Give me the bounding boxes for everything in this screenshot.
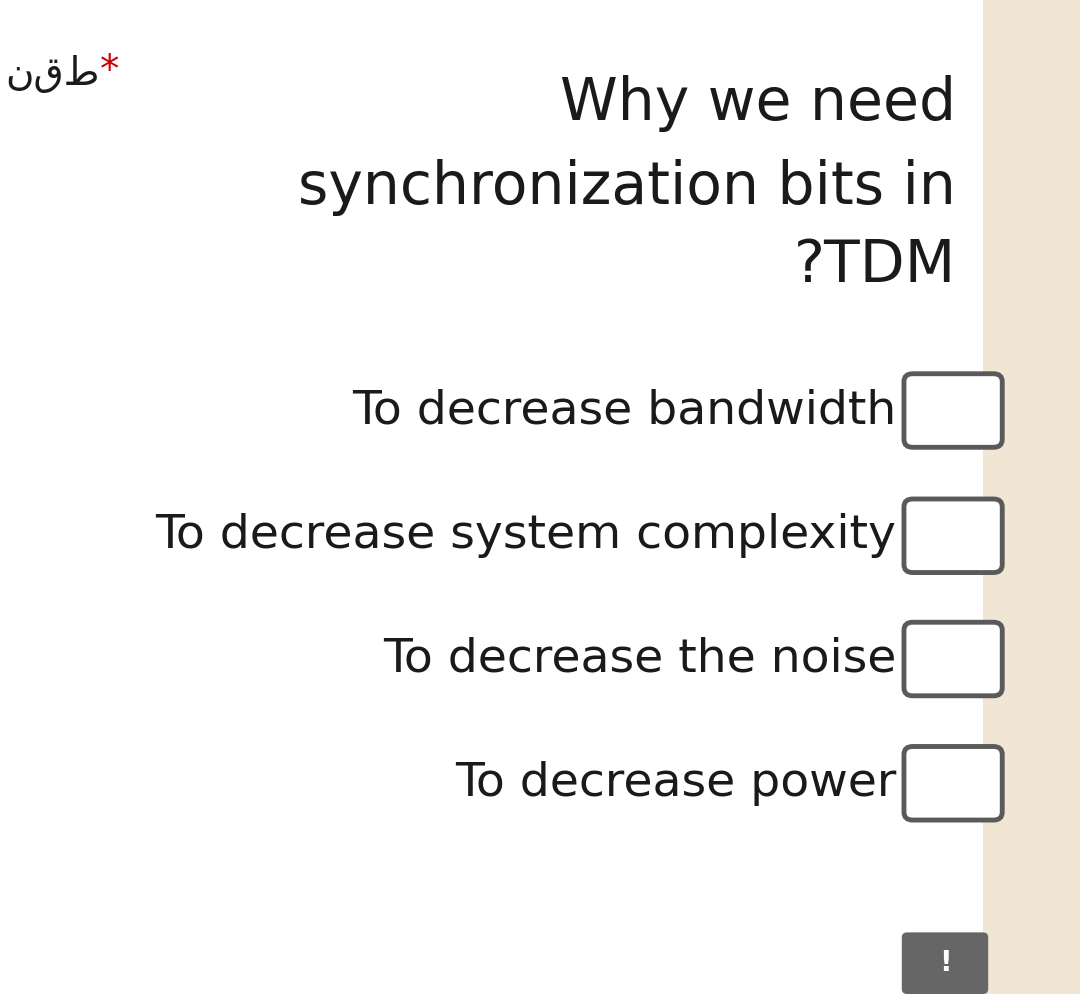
Text: !: ! <box>939 949 951 977</box>
FancyBboxPatch shape <box>902 932 988 994</box>
Text: To decrease power: To decrease power <box>455 760 896 806</box>
Text: نقط: نقط <box>5 55 100 92</box>
FancyBboxPatch shape <box>904 622 1002 696</box>
FancyBboxPatch shape <box>904 374 1002 447</box>
Text: Why we need: Why we need <box>559 75 956 131</box>
Text: To decrease the noise: To decrease the noise <box>383 636 896 682</box>
Text: To decrease system complexity: To decrease system complexity <box>156 513 896 559</box>
Text: *: * <box>99 52 119 89</box>
Text: To decrease bandwidth: To decrease bandwidth <box>352 388 896 433</box>
Text: ?TDM: ?TDM <box>794 237 956 293</box>
FancyBboxPatch shape <box>983 0 1080 994</box>
FancyBboxPatch shape <box>904 746 1002 820</box>
FancyBboxPatch shape <box>904 499 1002 573</box>
Text: synchronization bits in: synchronization bits in <box>298 159 956 216</box>
